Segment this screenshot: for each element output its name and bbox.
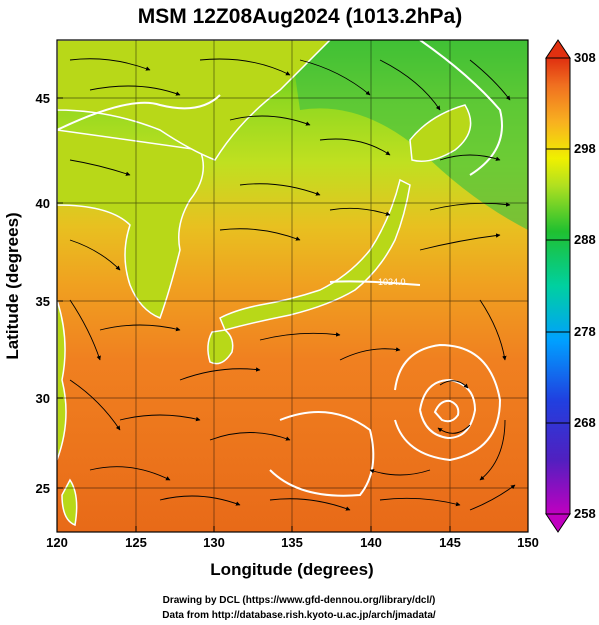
x-tick-label: 145 (439, 535, 461, 550)
colorbar-tick-label: 278 (574, 324, 596, 339)
y-tick-label: 40 (36, 196, 50, 211)
korea-landmass (57, 129, 205, 319)
land (57, 40, 472, 527)
y-axis: 45 40 35 30 25 Latitude (degrees) (3, 91, 63, 496)
colorbar-tick-label: 298 (574, 141, 596, 156)
x-tick-label: 140 (360, 535, 382, 550)
x-tick-label: 125 (125, 535, 147, 550)
isobar-south (269, 411, 375, 497)
isobar-label: 1024.0 (378, 277, 406, 287)
y-axis-label: Latitude (degrees) (3, 212, 22, 359)
credit-data: Data from http://database.rish.kyoto-u.a… (162, 610, 436, 621)
china-coast (57, 299, 67, 461)
y-tick-label: 30 (36, 391, 50, 406)
russia-coast (57, 40, 332, 161)
isobar-typhoon-inner (419, 378, 477, 440)
colorbar-tick-label: 258 (574, 506, 596, 521)
x-tick-label: 135 (281, 535, 303, 550)
map-title: MSM 12Z08Aug2024 (1013.2hPa) (138, 5, 462, 28)
colorbar-bottom-arrow (545, 513, 571, 533)
japan-hokkaido (409, 104, 472, 162)
y-tick-label: 45 (36, 91, 50, 106)
colorbar-top-arrow (545, 39, 571, 59)
isobar-1024 (329, 280, 421, 286)
x-tick-label: 130 (203, 535, 225, 550)
x-axis: 120 125 130 135 140 145 150 Longitude (d… (46, 526, 539, 579)
colorbar-tick-label: 268 (574, 415, 596, 430)
colorbar-tick-label: 308 (574, 50, 596, 65)
colorbar: 308 298 288 278 268 258 (545, 39, 596, 533)
isobar-typhoon-outer (394, 343, 502, 462)
grid-lines (57, 40, 528, 532)
streamlines (69, 58, 516, 511)
colorbar-gradient (545, 57, 571, 515)
isobar-typhoon-core (433, 399, 460, 423)
y-tick-label: 25 (36, 481, 50, 496)
plot-area: 1024.0 (57, 40, 528, 532)
cool-region (290, 40, 528, 230)
y-tick-label: 35 (36, 294, 50, 309)
isobar-north (57, 94, 221, 131)
colorbar-tick-label: 288 (574, 232, 596, 247)
x-tick-label: 120 (46, 535, 68, 550)
x-axis-label: Longitude (degrees) (210, 560, 373, 579)
taiwan (61, 478, 78, 527)
credit-drawing: Drawing by DCL (https://www.gfd-dennou.o… (163, 595, 436, 606)
x-tick-label: 150 (517, 535, 539, 550)
